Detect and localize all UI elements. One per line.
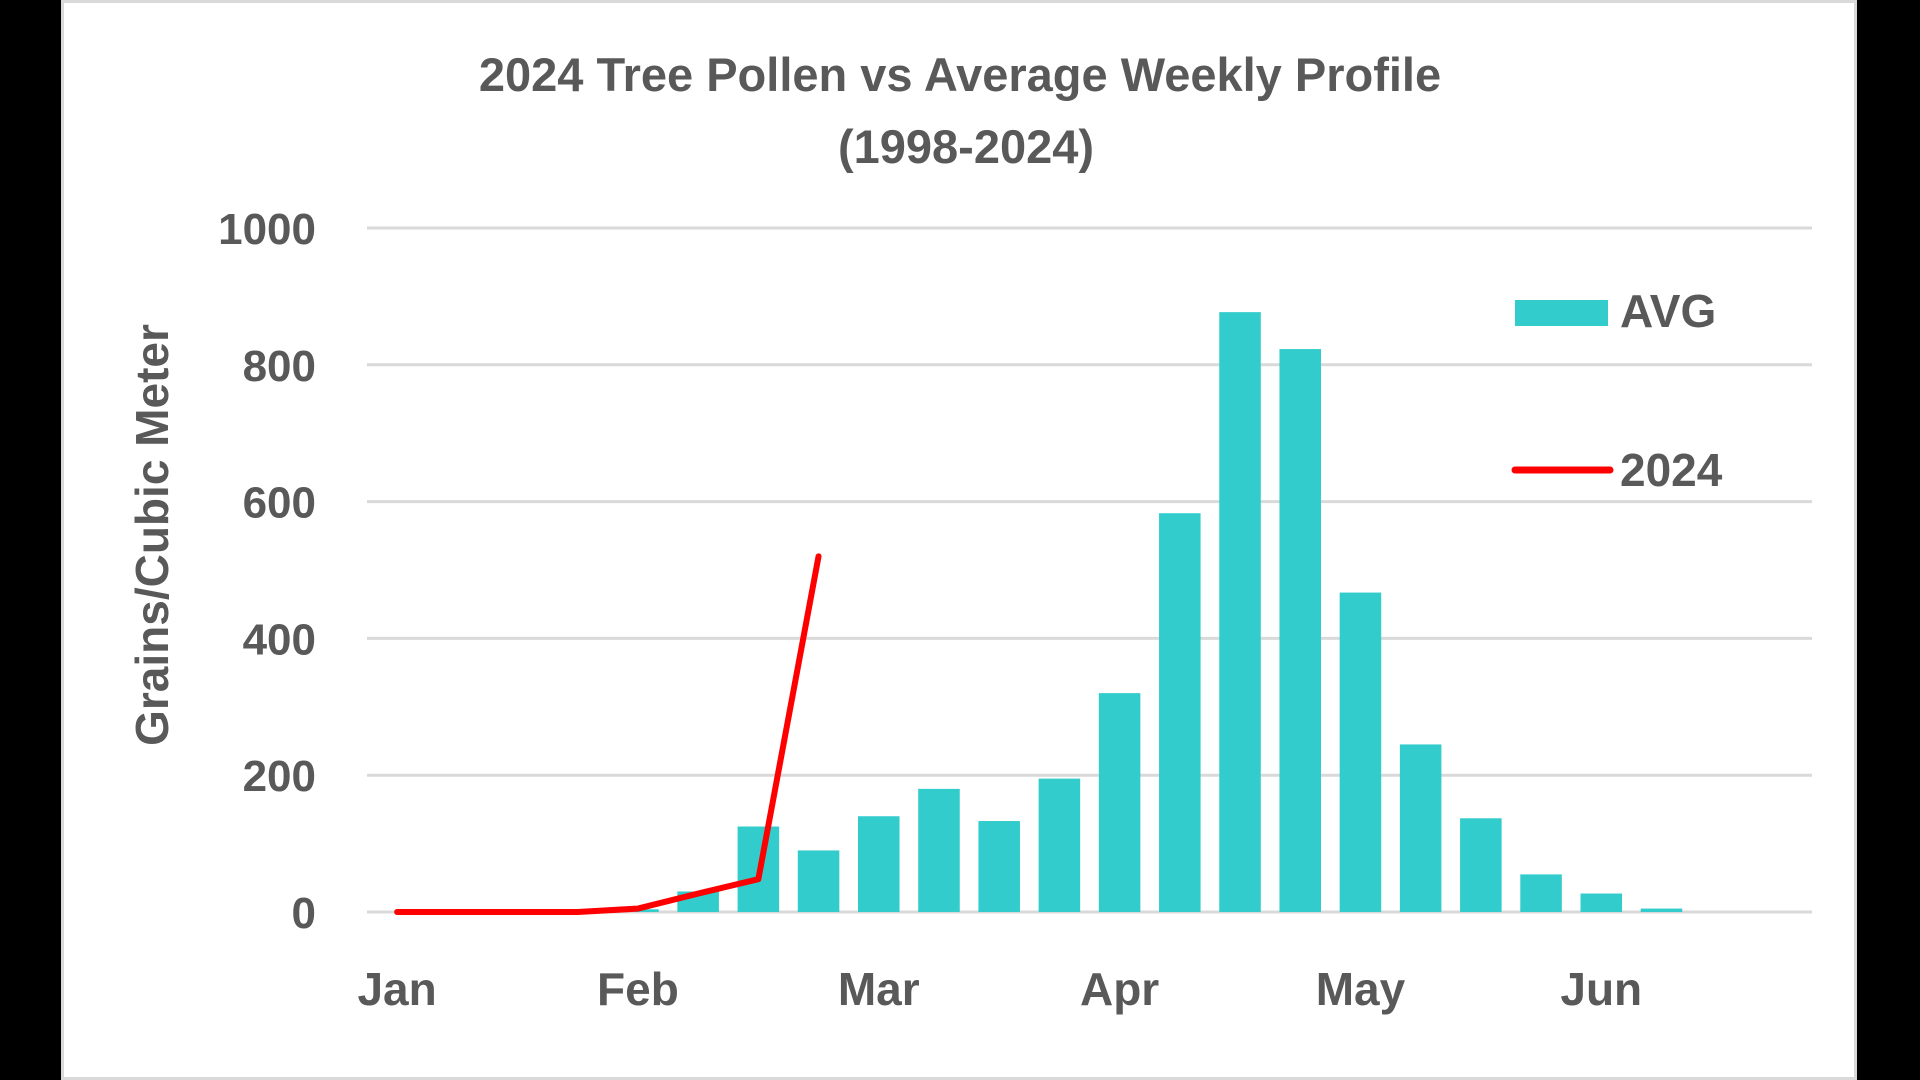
x-tick-label: Jan — [357, 963, 436, 1015]
bar-avg — [1279, 349, 1322, 912]
bar-avg — [797, 850, 840, 912]
legend-label-avg: AVG — [1620, 285, 1716, 337]
bar-avg — [978, 821, 1020, 912]
y-tick-label: 600 — [243, 479, 316, 528]
y-tick-labels: 0 200 400 600 800 1000 — [218, 205, 316, 938]
y-tick-label: 400 — [243, 615, 316, 664]
x-tick-label: Feb — [597, 963, 679, 1015]
x-tick-labels: Jan Feb Mar Apr May Jun — [357, 963, 1642, 1015]
chart-title: 2024 Tree Pollen vs Average Weekly Profi… — [479, 48, 1441, 101]
bar-avg — [1399, 744, 1442, 912]
line-2024 — [394, 553, 822, 915]
bar-avg — [1219, 312, 1261, 913]
x-tick-label: May — [1316, 963, 1406, 1015]
chart-subtitle: (1998-2024) — [838, 120, 1094, 173]
line-2024-path — [394, 553, 822, 915]
bar-avg — [918, 788, 960, 912]
gridlines — [367, 226, 1812, 914]
bar-avg — [1580, 893, 1623, 912]
x-tick-label: Mar — [838, 963, 920, 1015]
legend-label-2024: 2024 — [1620, 444, 1723, 496]
y-tick-label: 0 — [292, 889, 316, 938]
y-tick-label: 1000 — [218, 205, 316, 254]
bar-avg — [1339, 592, 1382, 912]
bar-avg — [1038, 778, 1081, 912]
y-tick-label: 800 — [243, 342, 316, 391]
bar-avg — [1520, 874, 1562, 912]
bar-avg — [1098, 693, 1141, 912]
bar-avg — [1159, 513, 1201, 912]
y-tick-label: 200 — [243, 752, 316, 801]
legend-swatch-avg — [1515, 300, 1608, 326]
x-tick-label: Jun — [1560, 963, 1642, 1015]
bar-avg — [1640, 908, 1683, 912]
x-tick-label: Apr — [1080, 963, 1159, 1015]
legend: AVG 2024 — [1511, 285, 1723, 496]
y-axis-label: Grains/Cubic Meter — [126, 324, 178, 746]
avg-bars — [617, 312, 1683, 913]
bar-avg — [857, 816, 900, 912]
bar-avg — [1460, 818, 1502, 912]
